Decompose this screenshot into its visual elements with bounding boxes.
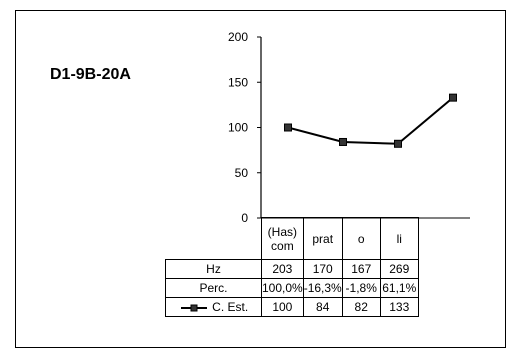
data-point: [339, 137, 347, 146]
data-point: [449, 93, 457, 102]
table-cell: 82: [341, 297, 381, 317]
legend-line-marker-icon: [180, 304, 207, 312]
y-tick-label: 50: [235, 166, 249, 180]
y-tick-label: 200: [228, 30, 248, 44]
category-label: o: [341, 217, 381, 260]
legend-row-label: C. Est.: [165, 297, 262, 317]
chart-frame: [15, 10, 506, 348]
category-label: (Has) com: [261, 217, 304, 260]
y-tick-label: 150: [228, 75, 248, 89]
legend-label: C. Est.: [212, 300, 249, 314]
row-label: Perc.: [165, 278, 262, 298]
table-cell: 269: [379, 259, 419, 279]
table-row-hz: Hz 203 170 167 269: [165, 259, 419, 279]
table-cell: 61,1%: [379, 278, 419, 298]
y-tick-label: 100: [228, 121, 248, 135]
table-cell: 100,0%: [261, 278, 304, 298]
data-point: [394, 139, 402, 148]
data-table: (Has) com prat o li Hz 203 170 167 269 Pe…: [165, 217, 419, 317]
table-cell: 203: [261, 259, 304, 279]
table-row-perc: Perc. 100,0% -16,3% -1,8% 61,1%: [165, 278, 419, 298]
table-cell: 170: [302, 259, 343, 279]
category-label: prat: [302, 217, 343, 260]
chart-title: D1-9B-20A: [50, 66, 131, 83]
table-cell: 84: [302, 297, 343, 317]
series-line: [287, 96, 454, 145]
table-corner: [166, 218, 262, 260]
row-label: Hz: [165, 259, 262, 279]
category-row: (Has) com prat o li: [166, 217, 419, 260]
category-label: li: [379, 217, 419, 260]
table-cell: 133: [379, 297, 419, 317]
table-cell: 167: [341, 259, 381, 279]
table-cell: 100: [261, 297, 304, 317]
table-cell: -1,8%: [341, 278, 381, 298]
y-tick-label: 0: [241, 211, 248, 225]
table-row-cest: C. Est. 100 84 82 133: [165, 297, 419, 317]
table-cell: -16,3%: [302, 278, 343, 298]
data-point: [284, 123, 292, 132]
